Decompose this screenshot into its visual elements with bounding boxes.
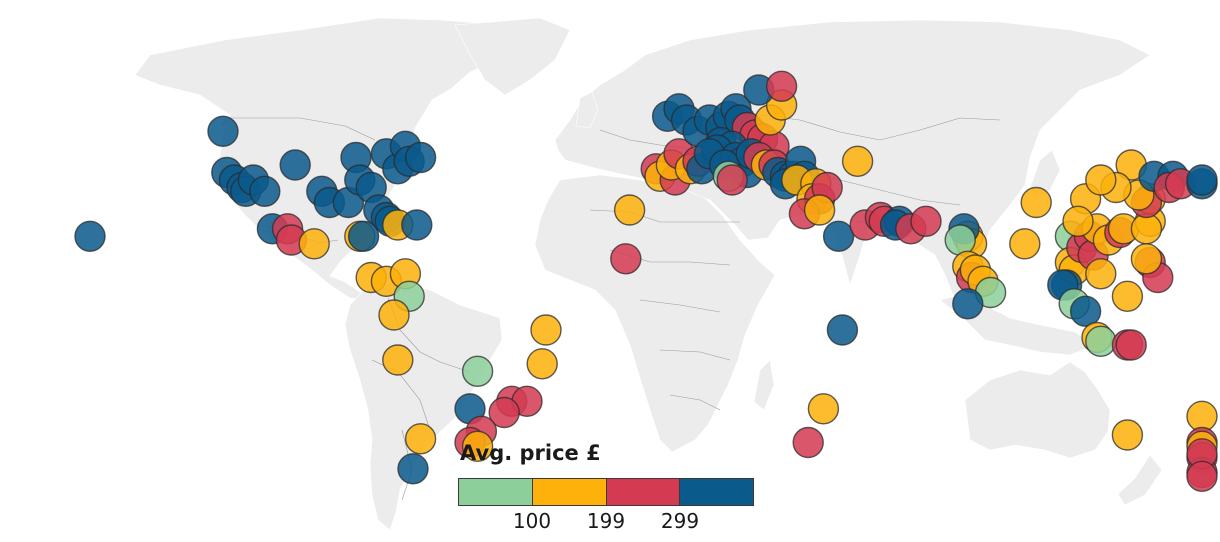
destination-marker-49[interactable] [613,194,646,226]
destination-marker-25[interactable] [298,228,330,260]
destination-marker-11[interactable] [279,149,311,181]
destination-marker-35[interactable] [378,299,410,331]
destination-marker-160[interactable] [1130,243,1163,275]
legend-tick-100: 100 [512,509,552,533]
destination-marker-113[interactable] [807,393,840,425]
destination-marker-47[interactable] [404,423,437,455]
destination-marker-125[interactable] [1009,228,1041,260]
destination-marker-118[interactable] [944,224,976,256]
destination-marker-165[interactable] [1115,329,1147,361]
destination-marker-37[interactable] [461,355,494,387]
destination-marker-149[interactable] [1085,164,1117,196]
destination-marker-101[interactable] [803,194,836,226]
destination-marker-161[interactable] [1111,280,1144,312]
destination-marker-102[interactable] [822,220,855,253]
legend-ticks: 100 199 299 [458,506,754,533]
price-legend: Avg. price £ 100 199 299 [458,438,758,533]
destination-marker-84[interactable] [716,164,748,196]
land-africa [534,174,776,453]
destination-marker-48[interactable] [397,453,429,485]
destination-marker-150[interactable] [1020,186,1052,219]
land-north-america [134,17,521,301]
legend-swatch-red [606,479,681,505]
destination-marker-132[interactable] [1069,295,1102,327]
destination-marker-27[interactable] [347,220,380,253]
destination-marker-24[interactable] [404,141,437,174]
legend-swatch-blue [680,479,753,505]
destination-marker-30[interactable] [401,209,433,241]
land-uk [575,91,599,129]
destination-marker-42[interactable] [488,396,520,429]
destination-marker-168[interactable] [1111,419,1144,451]
land-madagascar [753,359,775,411]
destination-marker-1[interactable] [207,115,239,148]
destination-marker-7[interactable] [249,175,281,208]
destination-marker-142[interactable] [1130,213,1163,245]
legend-color-bar [458,478,754,506]
destination-marker-110[interactable] [910,205,942,238]
legend-swatch-yellow [532,479,607,505]
land-layer [134,17,1163,531]
destination-marker-39[interactable] [526,348,558,380]
destination-marker-112[interactable] [826,314,859,346]
destination-marker-46[interactable] [461,430,494,462]
destination-marker-136[interactable] [1085,258,1117,290]
destination-marker-38[interactable] [530,314,562,346]
destination-marker-36[interactable] [382,344,414,376]
land-new-zealand [1117,454,1163,506]
land-australia [964,361,1111,459]
destination-marker-114[interactable] [792,426,824,459]
destination-marker-163[interactable] [1085,325,1117,357]
destination-marker-103[interactable] [841,145,874,178]
destination-marker-166[interactable] [1186,400,1218,432]
legend-tick-299: 299 [660,509,700,533]
legend-title: Avg. price £ [460,441,601,465]
destination-marker-173[interactable] [1186,460,1218,492]
destination-marker-0[interactable] [74,220,106,253]
legend-swatch-green [459,479,533,505]
destination-marker-157[interactable] [1186,164,1218,196]
destination-markers [74,70,1218,492]
destination-marker-111[interactable] [610,243,642,275]
land-greenland [454,17,571,96]
legend-tick-199: 199 [586,509,626,533]
destination-marker-124[interactable] [952,288,984,320]
destination-marker-74[interactable] [765,70,798,103]
destination-marker-151[interactable] [1062,205,1094,238]
